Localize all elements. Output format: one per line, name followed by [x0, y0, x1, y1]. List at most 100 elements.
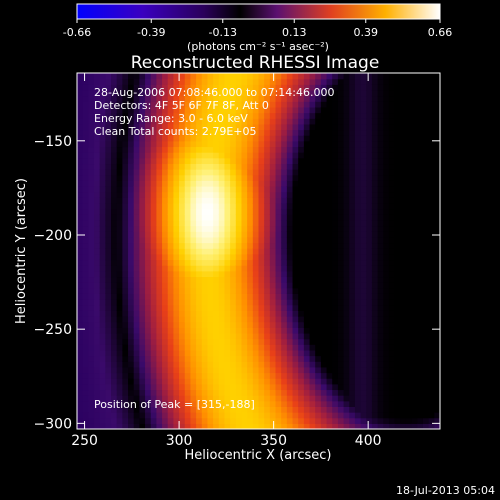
heatmap-cell — [320, 101, 328, 108]
heatmap-cell — [269, 174, 277, 181]
heatmap-cell — [354, 118, 362, 125]
heatmap-cell — [434, 174, 440, 181]
heatmap-cell — [354, 140, 362, 148]
heatmap-cell — [417, 214, 424, 221]
heatmap-cell — [337, 327, 345, 334]
heatmap-cell — [337, 242, 345, 249]
heatmap-cell — [235, 135, 243, 142]
heatmap-cell — [394, 366, 401, 374]
heatmap-cell — [145, 208, 152, 215]
heatmap-cell — [116, 225, 123, 232]
heatmap-cell — [422, 152, 430, 159]
heatmap-cell — [122, 123, 129, 131]
heatmap-cell — [224, 242, 231, 249]
heatmap-cell — [88, 372, 95, 379]
heatmap-cell — [77, 406, 84, 413]
heatmap-cell — [190, 321, 197, 328]
heatmap-cell — [264, 208, 271, 215]
heatmap-cell — [77, 389, 84, 396]
heatmap-cell — [303, 225, 311, 232]
heatmap-cell — [145, 315, 152, 323]
heatmap-cell — [383, 163, 390, 170]
heatmap-cell — [156, 174, 163, 181]
heatmap-cell — [77, 169, 84, 176]
heatmap-cell — [388, 146, 396, 153]
heatmap-cell — [145, 378, 152, 385]
heatmap-cell — [247, 265, 254, 272]
heatmap-cell — [150, 349, 157, 357]
heatmap-cell — [366, 135, 373, 142]
heatmap-cell — [264, 389, 271, 396]
heatmap-cell — [224, 208, 231, 215]
heatmap-cell — [111, 152, 118, 159]
heatmap-cell — [360, 372, 367, 379]
heatmap-cell — [241, 84, 248, 91]
heatmap-cell — [247, 259, 254, 266]
heatmap-cell — [241, 163, 248, 170]
heatmap-cell — [111, 344, 118, 351]
heatmap-cell — [309, 112, 316, 119]
heatmap-cell — [434, 197, 440, 204]
heatmap-cell — [349, 338, 356, 345]
heatmap-cell — [150, 282, 157, 289]
heatmap-cell — [201, 225, 209, 232]
heatmap-cell — [99, 95, 106, 102]
heatmap-cell — [82, 383, 89, 391]
heatmap-cell — [405, 118, 413, 125]
heatmap-cell — [235, 84, 243, 91]
heatmap-cell — [292, 310, 299, 317]
heatmap-cell — [309, 378, 316, 385]
heatmap-cell — [326, 118, 333, 125]
heatmap-cell — [349, 417, 356, 424]
heatmap-cell — [332, 253, 339, 261]
heatmap-cell — [281, 276, 288, 283]
heatmap-cell — [383, 157, 390, 165]
heatmap-cell — [286, 95, 294, 102]
heatmap-cell — [292, 400, 299, 407]
heatmap-cell — [264, 253, 271, 261]
heatmap-cell — [173, 366, 180, 374]
heatmap-cell — [388, 406, 396, 413]
heatmap-cell — [428, 259, 435, 266]
heatmap-cell — [303, 236, 311, 244]
heatmap-cell — [116, 163, 123, 170]
heatmap-cell — [320, 344, 328, 351]
heatmap-cell — [190, 219, 197, 227]
heatmap-cell — [434, 101, 440, 108]
heatmap-cell — [207, 321, 214, 328]
heatmap-cell — [213, 383, 220, 391]
heatmap-cell — [150, 395, 157, 402]
heatmap-cell — [224, 219, 231, 227]
heatmap-cell — [99, 191, 106, 198]
heatmap-cell — [388, 208, 396, 215]
heatmap-cell — [77, 174, 84, 181]
heatmap-cell — [150, 412, 157, 419]
heatmap-cell — [190, 253, 197, 261]
heatmap-cell — [309, 236, 316, 244]
heatmap-cell — [179, 197, 186, 204]
heatmap-cell — [167, 276, 175, 283]
heatmap-cell — [145, 242, 152, 249]
heatmap-cell — [371, 225, 379, 232]
heatmap-cell — [77, 123, 84, 131]
colorbar-tick-label: -0.66 — [63, 26, 91, 39]
heatmap-cell — [292, 106, 299, 114]
heatmap-cell — [371, 395, 379, 402]
heatmap-cell — [111, 265, 118, 272]
heatmap-cell — [343, 236, 350, 244]
heatmap-cell — [366, 265, 373, 272]
heatmap-cell — [405, 270, 413, 278]
heatmap-cell — [388, 163, 396, 170]
heatmap-cell — [99, 332, 106, 340]
heatmap-cell — [275, 95, 282, 102]
heatmap-cell — [150, 112, 157, 119]
heatmap-cell — [173, 123, 180, 131]
heatmap-cell — [417, 389, 424, 396]
heatmap-cell — [269, 344, 277, 351]
heatmap-cell — [377, 383, 384, 391]
heatmap-cell — [422, 78, 430, 85]
heatmap-cell — [94, 282, 101, 289]
heatmap-cell — [428, 157, 435, 165]
heatmap-cell — [388, 383, 396, 391]
heatmap-cell — [417, 202, 424, 210]
